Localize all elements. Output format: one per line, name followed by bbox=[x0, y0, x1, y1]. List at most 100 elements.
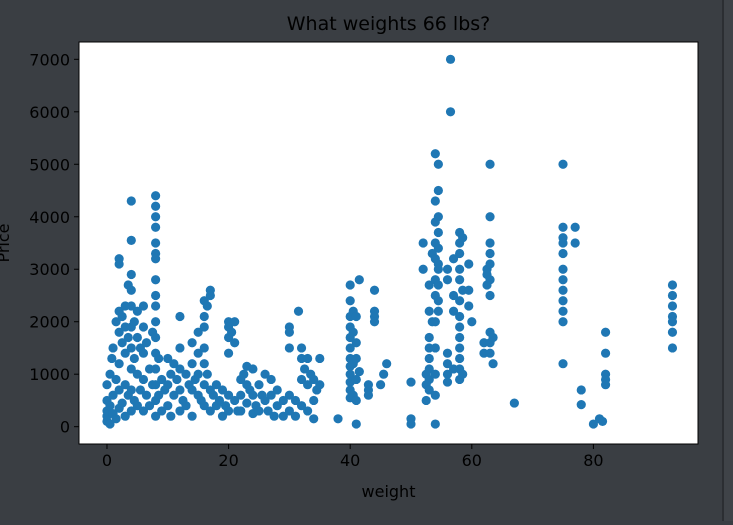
data-point bbox=[667, 301, 678, 311]
data-point bbox=[558, 222, 568, 232]
data-point bbox=[299, 364, 310, 374]
data-point bbox=[111, 414, 121, 424]
data-point bbox=[169, 359, 179, 369]
data-point bbox=[132, 306, 142, 316]
data-point bbox=[187, 359, 197, 369]
data-point bbox=[114, 385, 124, 395]
data-point bbox=[138, 301, 149, 311]
data-point bbox=[132, 332, 142, 343]
data-point bbox=[260, 395, 270, 406]
data-point bbox=[379, 369, 389, 379]
data-point bbox=[260, 369, 270, 379]
data-point bbox=[151, 332, 161, 343]
data-point bbox=[230, 317, 240, 327]
data-point bbox=[108, 343, 118, 353]
data-point bbox=[202, 369, 212, 379]
y-tick-label: 5000 bbox=[29, 155, 70, 174]
data-point bbox=[175, 385, 185, 395]
data-point bbox=[485, 212, 495, 222]
data-point bbox=[236, 390, 246, 400]
data-point bbox=[105, 401, 115, 411]
data-point bbox=[132, 401, 142, 411]
data-point bbox=[187, 385, 197, 395]
data-point bbox=[354, 366, 364, 377]
data-point bbox=[193, 348, 203, 358]
data-point bbox=[445, 54, 456, 64]
data-point bbox=[141, 338, 152, 348]
data-point bbox=[418, 238, 428, 248]
data-point bbox=[433, 243, 443, 253]
data-point bbox=[107, 353, 117, 364]
data-point bbox=[448, 254, 459, 264]
data-point bbox=[667, 327, 678, 337]
data-point bbox=[193, 327, 203, 337]
data-point bbox=[278, 395, 288, 406]
data-point bbox=[205, 406, 215, 416]
y-axis-ticks: 0 1000 2000 3000 4000 5000 6000 7000 bbox=[29, 50, 79, 437]
data-point bbox=[430, 317, 440, 327]
data-point bbox=[114, 259, 124, 269]
data-point bbox=[570, 222, 580, 232]
data-point bbox=[442, 377, 453, 387]
data-point bbox=[138, 348, 149, 358]
data-point bbox=[284, 327, 294, 337]
data-point bbox=[269, 411, 279, 421]
data-point bbox=[430, 419, 440, 429]
data-point bbox=[239, 369, 249, 379]
data-point bbox=[345, 369, 355, 379]
data-point bbox=[442, 275, 453, 285]
data-point bbox=[230, 395, 240, 406]
data-point bbox=[296, 343, 307, 353]
data-point bbox=[169, 390, 179, 400]
data-point bbox=[296, 401, 307, 411]
y-tick-label: 3000 bbox=[29, 260, 70, 279]
data-point bbox=[151, 254, 161, 264]
data-point bbox=[430, 196, 440, 206]
data-point bbox=[151, 201, 161, 211]
data-point bbox=[588, 419, 599, 429]
data-point bbox=[157, 374, 167, 385]
data-point bbox=[448, 306, 459, 316]
plot-area bbox=[79, 42, 698, 444]
scrollbar-track[interactable] bbox=[724, 0, 733, 521]
y-axis-label: Price bbox=[0, 223, 13, 262]
data-point bbox=[455, 275, 465, 285]
y-tick-label: 4000 bbox=[29, 208, 70, 227]
data-point bbox=[144, 401, 155, 411]
data-point bbox=[242, 398, 252, 408]
data-point bbox=[315, 353, 325, 364]
data-point bbox=[126, 269, 136, 280]
data-point bbox=[345, 343, 355, 353]
data-point bbox=[129, 353, 139, 364]
data-point bbox=[181, 369, 191, 379]
data-point bbox=[509, 398, 519, 408]
data-point bbox=[351, 419, 361, 429]
data-point bbox=[151, 301, 161, 311]
chart-title: What weights 66 lbs? bbox=[287, 13, 491, 35]
y-tick-label: 2000 bbox=[29, 313, 70, 332]
data-point bbox=[558, 317, 568, 327]
data-point bbox=[667, 317, 678, 327]
data-point bbox=[114, 359, 124, 369]
data-point bbox=[433, 212, 443, 222]
data-point bbox=[303, 406, 313, 416]
data-point bbox=[430, 390, 440, 400]
data-point bbox=[126, 301, 136, 311]
data-point bbox=[576, 385, 586, 395]
data-point bbox=[151, 411, 161, 421]
data-point bbox=[363, 390, 374, 400]
data-point bbox=[223, 390, 234, 400]
data-point bbox=[105, 369, 115, 379]
y-tick-label: 6000 bbox=[29, 103, 70, 122]
data-point bbox=[172, 374, 182, 385]
data-point bbox=[230, 338, 240, 348]
data-point bbox=[151, 191, 161, 201]
data-point bbox=[272, 385, 282, 395]
data-point bbox=[126, 285, 136, 295]
data-point bbox=[369, 317, 380, 327]
data-point bbox=[114, 327, 124, 337]
data-point bbox=[558, 275, 568, 285]
data-point bbox=[418, 264, 428, 274]
data-point bbox=[430, 343, 440, 353]
data-point bbox=[151, 238, 161, 248]
